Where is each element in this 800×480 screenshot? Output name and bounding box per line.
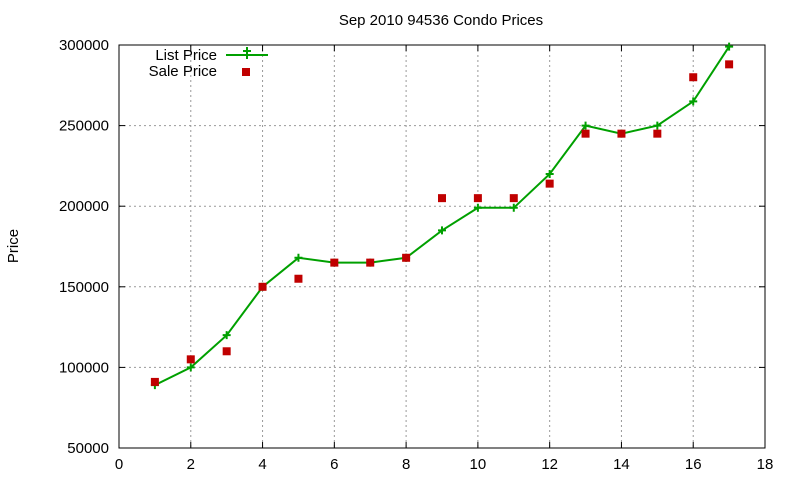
list-price-point	[725, 42, 734, 51]
legend-marker-sale-price	[242, 68, 250, 76]
x-tick-label: 2	[187, 456, 195, 473]
list-price-point	[294, 253, 303, 262]
list-price-point	[473, 203, 482, 212]
x-tick-label: 6	[330, 456, 338, 473]
y-tick-label: 300000	[59, 37, 109, 54]
sale-price-point	[258, 282, 267, 291]
sale-price-point	[366, 258, 375, 267]
plot-area-frame	[118, 44, 766, 449]
x-tick-label: 18	[757, 456, 774, 473]
x-tick-label: 8	[402, 456, 410, 473]
sale-price-point	[617, 129, 626, 138]
sale-price-point	[545, 179, 554, 188]
sale-price-point	[653, 129, 662, 138]
sale-price-point	[473, 194, 482, 203]
grid-lines	[119, 45, 765, 448]
legend-label-sale-price: Sale Price	[149, 63, 217, 80]
list-price-point	[653, 121, 662, 130]
data-series	[150, 42, 734, 390]
y-tick-label: 200000	[59, 198, 109, 215]
x-tick-label: 10	[470, 456, 487, 473]
list-price-point	[438, 226, 446, 235]
y-tick-label: 250000	[59, 118, 109, 135]
sale-price-point	[402, 253, 411, 262]
list-price-point	[689, 97, 698, 106]
sale-price-point	[330, 258, 339, 267]
y-tick-label: 150000	[59, 279, 109, 296]
x-tick-label: 16	[685, 456, 702, 473]
list-price-line	[154, 46, 730, 386]
y-tick-label: 50000	[67, 440, 109, 457]
legend: List Price Sale Price	[149, 47, 268, 80]
sale-price-point	[150, 377, 159, 386]
x-tick-label: 0	[115, 456, 123, 473]
legend-marker-list-price	[243, 47, 251, 59]
sale-price-point	[294, 274, 303, 283]
y-tick-label: 100000	[59, 359, 109, 376]
x-tick-label: 14	[613, 456, 630, 473]
y-axis-label: Price	[5, 229, 22, 263]
x-tick-label: 12	[541, 456, 558, 473]
sale-price-point	[509, 194, 518, 203]
legend-label-list-price: List Price	[155, 47, 217, 64]
sale-price-point	[186, 355, 195, 364]
chart-title: Sep 2010 94536 Condo Prices	[339, 12, 543, 29]
list-price-point	[186, 363, 195, 372]
sale-price-point	[222, 347, 231, 356]
list-price-point	[581, 121, 590, 130]
list-price-point	[545, 169, 554, 178]
sale-price-point	[438, 194, 446, 203]
axis-ticks: 0 2 4 6 8 10 12 14 16 18 50000 100000 150000 200000 25…	[59, 37, 773, 473]
sale-price-point	[689, 73, 698, 82]
sale-price-point	[725, 60, 734, 69]
list-price-point	[222, 331, 231, 340]
sale-price-point	[581, 129, 590, 138]
list-price-point	[509, 203, 518, 212]
x-tick-label: 4	[258, 456, 266, 473]
